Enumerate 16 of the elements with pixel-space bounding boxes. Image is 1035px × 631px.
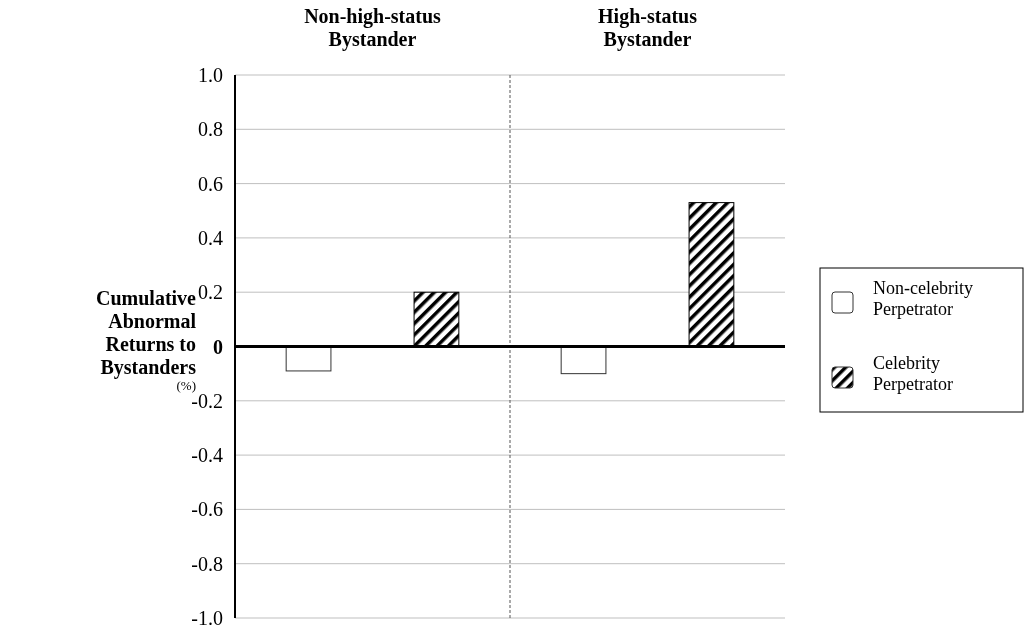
y-tick-label: -1.0 <box>191 607 223 629</box>
y-tick-label: 0 <box>213 335 223 358</box>
y-tick-label: -0.4 <box>191 444 223 467</box>
y-tick-label: 0.2 <box>198 281 223 304</box>
x-tick-label: Non-high-status Bystander <box>304 5 442 51</box>
legend-label: Non-celebrity Perpetrator <box>873 278 973 319</box>
y-tick-label: 1.0 <box>198 64 223 86</box>
x-tick-label: High-status Bystander <box>598 5 698 51</box>
y-tick-label: 0.4 <box>198 226 223 249</box>
y-tick-label: 0.8 <box>198 118 223 141</box>
bar <box>285 346 332 372</box>
y-tick-label: -0.6 <box>191 498 223 521</box>
y-tick-label: -0.8 <box>191 552 223 575</box>
y-tick-label: 0.6 <box>198 172 223 195</box>
bar <box>560 346 607 375</box>
legend-label: Celebrity Perpetrator <box>873 353 953 394</box>
